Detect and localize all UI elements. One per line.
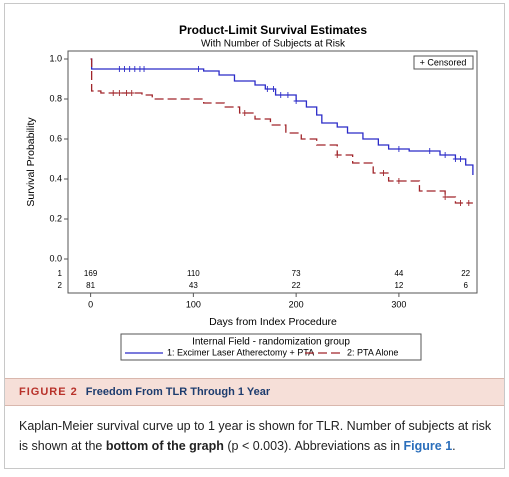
legend-label: 1: Excimer Laser Atherectomy + PTA bbox=[167, 347, 314, 357]
figure-link[interactable]: Figure 1 bbox=[403, 439, 453, 453]
y-tick-label: 0.6 bbox=[49, 133, 62, 143]
legend-box bbox=[120, 333, 422, 361]
censor-mark bbox=[122, 66, 128, 72]
at-risk-count: 169 bbox=[84, 269, 98, 278]
censor-mark bbox=[278, 92, 284, 98]
censor-mark bbox=[116, 90, 122, 96]
at-risk-count: 6 bbox=[463, 281, 468, 290]
at-risk-count: 73 bbox=[292, 269, 301, 278]
chart: Product-Limit Survival Estimates With Nu… bbox=[25, 23, 478, 361]
y-tick-label: 0.4 bbox=[49, 173, 62, 183]
y-tick-label: 1.0 bbox=[49, 53, 62, 63]
censor-mark bbox=[285, 92, 291, 98]
x-tick-label: 300 bbox=[391, 299, 406, 309]
censor-mark bbox=[271, 86, 277, 92]
censor-mark bbox=[110, 90, 116, 96]
censor-mark bbox=[132, 66, 138, 72]
censor-mark bbox=[129, 90, 135, 96]
at-risk-count: 43 bbox=[189, 281, 198, 290]
at-risk-count: 22 bbox=[461, 269, 470, 278]
figure-label: FIGURE 2 bbox=[19, 386, 78, 398]
censor-mark bbox=[442, 194, 448, 200]
y-tick-label: 0.0 bbox=[49, 253, 62, 263]
figure-title: Freedom From TLR Through 1 Year bbox=[85, 386, 271, 398]
censor-mark bbox=[141, 66, 147, 72]
censor-mark bbox=[396, 178, 402, 184]
censor-mark bbox=[380, 170, 386, 176]
at-risk-count: 22 bbox=[292, 281, 301, 290]
at-risk-count: 44 bbox=[394, 269, 403, 278]
caption-text: . bbox=[452, 439, 456, 453]
y-tick-label: 0.2 bbox=[49, 213, 62, 223]
censor-mark bbox=[196, 66, 202, 72]
caption-bold: bottom of the graph bbox=[105, 439, 224, 453]
censor-mark bbox=[427, 148, 433, 154]
censored-legend: + Censored bbox=[420, 57, 467, 67]
censor-mark bbox=[458, 200, 464, 206]
censor-mark bbox=[116, 66, 122, 72]
y-axis-label: Survival Probability bbox=[25, 117, 37, 207]
legend-label: 2: PTA Alone bbox=[347, 347, 398, 357]
caption-text: Kaplan-Meier survival curve up to 1 year… bbox=[19, 419, 492, 453]
censor-mark bbox=[452, 156, 458, 162]
x-tick-label: 100 bbox=[186, 299, 201, 309]
censor-mark bbox=[466, 200, 472, 206]
censor-mark bbox=[124, 90, 130, 96]
figure: Product-Limit Survival Estimates With Nu… bbox=[4, 3, 505, 469]
x-tick-label: 200 bbox=[289, 299, 304, 309]
at-risk-count: 110 bbox=[187, 269, 200, 278]
caption-text: (p < 0.003). Abbreviations as in bbox=[223, 439, 404, 453]
at-risk-row-label: 2 bbox=[58, 281, 63, 290]
censor-mark bbox=[127, 66, 133, 72]
figure-label-band: FIGURE 2 Freedom From TLR Through 1 Year bbox=[5, 378, 504, 406]
censor-mark bbox=[293, 98, 299, 104]
censor-mark bbox=[458, 156, 464, 162]
censor-mark bbox=[442, 152, 448, 158]
y-tick-label: 0.8 bbox=[49, 93, 62, 103]
x-axis-label: Days from Index Procedure bbox=[209, 316, 337, 328]
censor-mark bbox=[242, 110, 248, 116]
survival-curve bbox=[90, 58, 474, 175]
legend-title: Internal Field - randomization group bbox=[192, 337, 350, 348]
censored-legend-box bbox=[413, 55, 474, 70]
censor-mark bbox=[334, 152, 340, 158]
chart-subtitle: With Number of Subjects at Risk bbox=[201, 39, 346, 50]
survival-curve bbox=[90, 58, 473, 204]
plot-frame bbox=[67, 50, 478, 294]
at-risk-count: 12 bbox=[394, 281, 403, 290]
censor-mark bbox=[396, 146, 402, 152]
at-risk-row-label: 1 bbox=[58, 269, 63, 278]
at-risk-count: 81 bbox=[86, 281, 95, 290]
x-tick-label: 0 bbox=[88, 299, 93, 309]
caption: Kaplan-Meier survival curve up to 1 year… bbox=[19, 416, 494, 456]
censor-mark bbox=[264, 86, 270, 92]
chart-title: Product-Limit Survival Estimates bbox=[179, 23, 367, 37]
